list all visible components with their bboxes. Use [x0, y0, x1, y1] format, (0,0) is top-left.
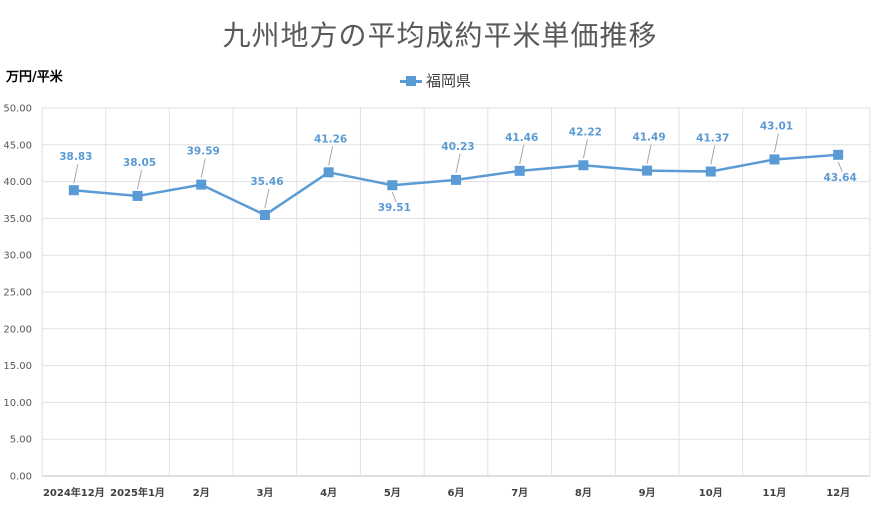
x-tick-label: 8月 [575, 487, 592, 499]
x-tick-label: 11月 [763, 487, 787, 499]
x-tick-label: 9月 [639, 487, 656, 499]
data-label-leader [137, 169, 143, 190]
x-tick-label: 3月 [256, 487, 273, 499]
data-label: 38.05 [123, 157, 156, 169]
data-label: 41.46 [505, 132, 538, 144]
x-tick-label: 2月 [193, 487, 210, 499]
data-label-leader [519, 144, 525, 164]
legend-marker [400, 75, 422, 87]
x-tick-label: 10月 [699, 487, 723, 499]
data-point-marker [833, 149, 844, 160]
data-point-marker [196, 179, 207, 190]
y-tick-label: 5.00 [10, 435, 32, 446]
chart-title: 九州地方の平均成約平米単価推移 [222, 19, 658, 52]
data-label: 42.22 [569, 126, 602, 138]
series-line [73, 153, 839, 217]
data-label: 35.46 [250, 176, 283, 188]
y-tick-label: 0.00 [10, 472, 32, 483]
y-tick-label: 40.00 [3, 177, 32, 188]
data-label-leader [646, 144, 652, 164]
y-tick-label: 10.00 [3, 398, 32, 409]
x-tick-label: 12月 [826, 487, 850, 499]
data-label-leader [582, 139, 588, 159]
x-tick-label: 4月 [320, 487, 337, 499]
y-tick-label: 50.00 [3, 104, 32, 115]
data-label: 41.49 [632, 132, 665, 144]
data-label-leader [773, 133, 779, 153]
data-label-leader [264, 188, 270, 209]
data-label-leader [837, 161, 843, 172]
y-tick-label: 45.00 [3, 140, 32, 151]
data-label: 41.26 [314, 133, 347, 145]
x-tick-label: 5月 [384, 487, 401, 499]
data-label-leader [73, 164, 79, 184]
data-label-leader [328, 146, 334, 166]
data-point-marker [451, 174, 461, 185]
data-point-marker [68, 185, 79, 196]
data-label-leader [391, 192, 397, 203]
data-label: 39.59 [187, 146, 220, 158]
data-label: 43.64 [824, 172, 857, 184]
data-point-marker [769, 154, 780, 165]
data-label: 40.23 [441, 141, 474, 153]
data-point-marker [514, 165, 525, 176]
y-tick-label: 15.00 [3, 361, 32, 372]
y-tick-label: 30.00 [3, 251, 32, 262]
chart-legend: 福岡県 [400, 70, 471, 91]
x-tick-label: 2024年12月 [43, 486, 105, 499]
y-tick-label: 35.00 [3, 214, 32, 225]
data-label: 39.51 [378, 202, 411, 214]
x-tick-label: 7月 [511, 487, 528, 499]
data-point-marker [642, 165, 653, 176]
data-label: 38.83 [59, 151, 92, 163]
y-tick-label: 25.00 [3, 288, 32, 299]
y-axis-unit-label: 万円/平米 [6, 70, 63, 85]
x-tick-label: 6月 [448, 487, 465, 499]
y-tick-label: 20.00 [3, 324, 32, 335]
data-point-marker [387, 180, 398, 191]
data-label-leader [200, 158, 206, 178]
data-point-marker [259, 210, 270, 221]
data-label-leader [455, 153, 461, 174]
data-point-marker [323, 167, 334, 178]
data-label-leader [710, 145, 716, 165]
data-label: 43.01 [760, 120, 793, 132]
x-tick-label: 2025年1月 [110, 486, 165, 499]
data-point-marker [132, 190, 143, 201]
data-point-marker [578, 160, 589, 171]
data-point-marker [705, 166, 716, 177]
legend-label: 福岡県 [426, 72, 472, 90]
data-label: 41.37 [696, 133, 729, 145]
